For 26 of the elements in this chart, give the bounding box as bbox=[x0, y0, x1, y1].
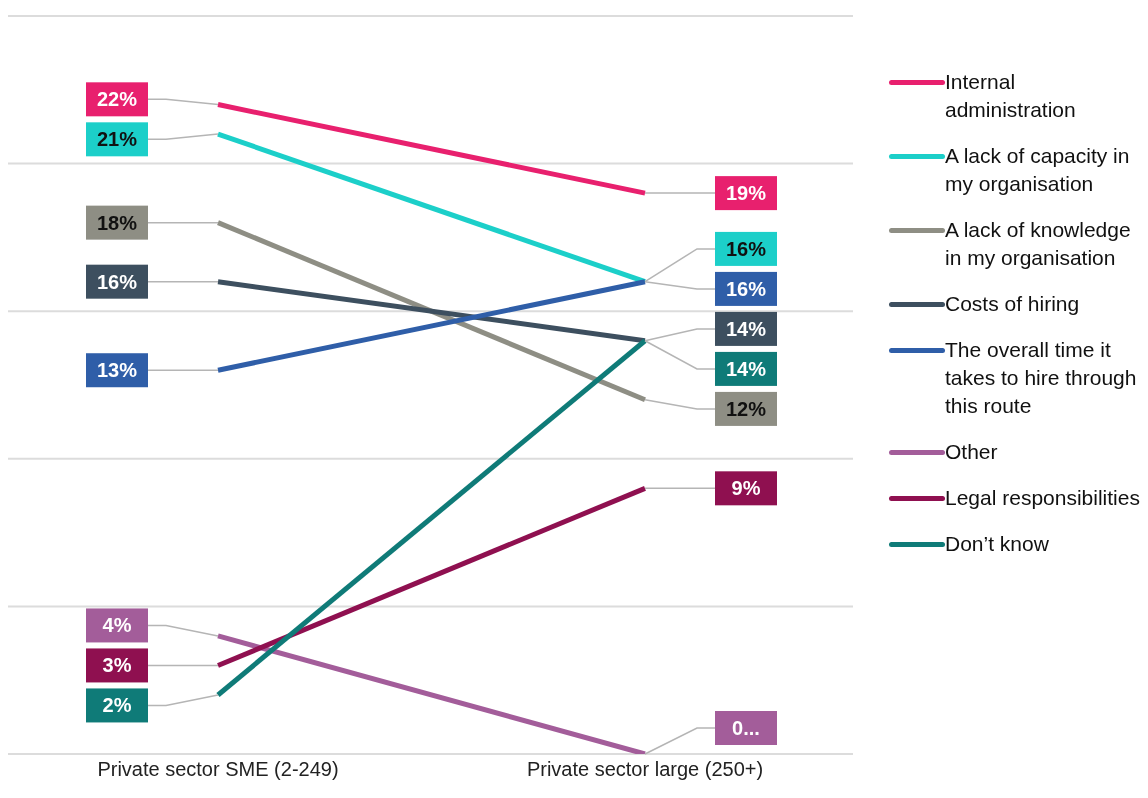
legend-label: Costs of hiring bbox=[945, 291, 1081, 317]
data-label: 4% bbox=[102, 614, 132, 637]
data-label: 18% bbox=[96, 211, 138, 234]
legend-label: A lack of capacity in my organisation bbox=[945, 143, 1131, 197]
legend-label: Legal responsibilities bbox=[945, 485, 1141, 511]
data-label: 16% bbox=[725, 277, 767, 300]
data-label: 14% bbox=[725, 357, 767, 380]
legend-label: Other bbox=[945, 439, 999, 465]
data-label: 16% bbox=[96, 270, 138, 293]
legend-label: The overall time it takes to hire through this route bbox=[945, 337, 1138, 419]
data-label: 21% bbox=[96, 128, 138, 151]
data-label: 9% bbox=[731, 477, 761, 500]
x-tick-label: Private sector SME (2-249) bbox=[97, 758, 339, 781]
legend-label: A lack of knowledge in my organisation bbox=[945, 217, 1132, 271]
legend-label: Internal administration bbox=[945, 69, 1077, 123]
data-label: 14% bbox=[725, 317, 767, 340]
data-label: 0... bbox=[732, 717, 760, 739]
x-tick-label: Private sector large (250+) bbox=[526, 758, 764, 781]
data-label: 22% bbox=[96, 88, 138, 111]
data-label: 12% bbox=[725, 397, 767, 420]
data-label: 13% bbox=[96, 359, 138, 382]
legend-label: Don’t know bbox=[945, 531, 1050, 557]
data-label: 3% bbox=[102, 654, 132, 677]
data-label: 16% bbox=[725, 237, 767, 260]
data-label: 2% bbox=[102, 694, 132, 717]
data-label: 19% bbox=[725, 182, 767, 205]
